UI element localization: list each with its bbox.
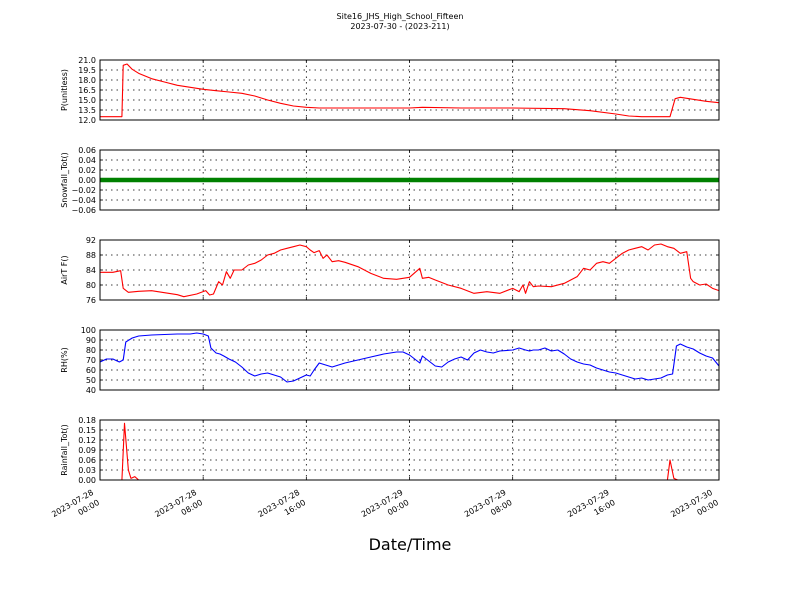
y-tick-label: 100 <box>81 326 96 335</box>
y-tick-label: 12.0 <box>78 116 96 125</box>
y-axis-label: RH(%) <box>60 347 69 372</box>
chart-subtitle: 2023-07-30 - (2023-211) <box>350 22 449 31</box>
y-tick-label: 84 <box>86 266 96 275</box>
y-tick-label: 90 <box>86 336 96 345</box>
series-line-1 <box>100 63 720 118</box>
plot-frame <box>99 419 720 481</box>
plot-frame <box>99 239 720 301</box>
y-tick-label: 88 <box>86 251 96 260</box>
y-tick-label: 80 <box>86 281 96 290</box>
series-line-4 <box>99 332 720 383</box>
y-tick-label: 0.06 <box>78 146 96 155</box>
y-tick-label: 0.09 <box>78 446 96 455</box>
y-tick-label: −0.06 <box>71 206 96 215</box>
series-line-5 <box>100 422 719 481</box>
y-tick-label: 70 <box>86 356 96 365</box>
y-axis-label: P(unitless) <box>60 69 69 111</box>
y-tick-label: 0.06 <box>78 456 96 465</box>
chart-title: Site16_JHS_High_School_Fifteen <box>337 12 464 21</box>
y-tick-label: 16.5 <box>78 86 96 95</box>
y-tick-label: 60 <box>86 366 96 375</box>
panel-3: 76 80 84 88 92 AirT F() <box>60 236 720 305</box>
y-axis-label: Snowfall_Tot() <box>60 152 69 208</box>
y-tick-label: 18.0 <box>78 76 96 85</box>
y-tick-label: 92 <box>86 236 96 245</box>
y-tick-label: 0.00 <box>78 176 96 185</box>
y-axis-label: AirT F() <box>60 255 69 284</box>
y-tick-label: 0.15 <box>78 426 96 435</box>
y-tick-label: 76 <box>86 296 96 305</box>
panel-5: 0.000.030.060.090.120.150.18 Rainfall_Tot… <box>60 416 720 485</box>
y-tick-label: 19.5 <box>78 66 96 75</box>
series-line-3 <box>100 243 720 298</box>
panel-2: −0.06−0.04−0.020.000.020.040.06 Snowfall_… <box>60 146 720 215</box>
y-tick-label: 0.12 <box>78 436 96 445</box>
y-tick-label: 0.18 <box>78 416 96 425</box>
panel-1: 12.013.515.016.518.019.521.0 P(unitless) <box>60 56 720 125</box>
plot-frame <box>99 149 720 211</box>
y-axis-label: Rainfall_Tot() <box>60 424 69 476</box>
y-tick-label: 0.00 <box>78 476 96 485</box>
y-tick-label: 0.04 <box>78 156 96 165</box>
plot-frame <box>99 59 720 121</box>
y-tick-label: 80 <box>86 346 96 355</box>
y-tick-label: 15.0 <box>78 96 96 105</box>
y-tick-label: 21.0 <box>78 56 96 65</box>
y-tick-label: −0.04 <box>71 196 96 205</box>
plot-frame <box>99 329 720 391</box>
y-tick-label: 0.03 <box>78 466 96 475</box>
y-tick-label: 50 <box>86 376 96 385</box>
y-tick-label: 40 <box>86 386 96 395</box>
y-tick-label: −0.02 <box>71 186 96 195</box>
y-tick-label: 13.5 <box>78 106 96 115</box>
y-tick-label: 0.02 <box>78 166 96 175</box>
panels: 12.013.515.016.518.019.521.0 P(unitless) −… <box>60 56 720 485</box>
x-axis-label: Date/Time <box>369 535 452 554</box>
